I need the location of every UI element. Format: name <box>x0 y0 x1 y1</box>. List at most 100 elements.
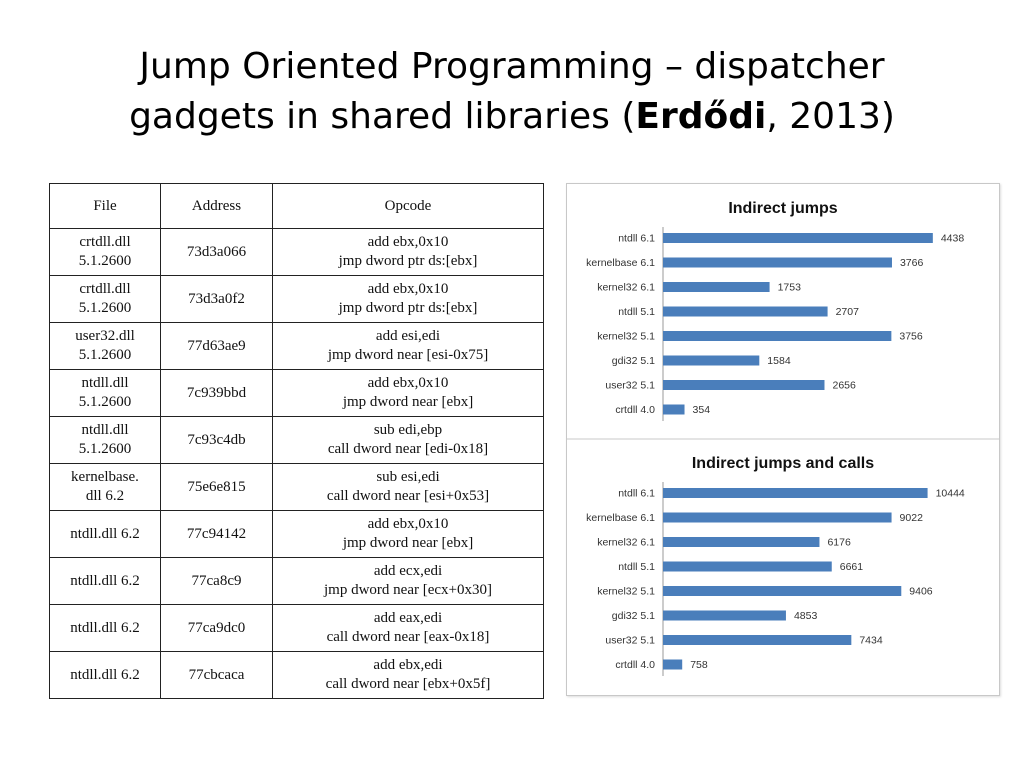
table-header-row: File Address Opcode <box>49 183 544 229</box>
table-row: ntdll.dll 5.1.2600 7c939bbd add ebx,0x10 jmp… <box>49 369 544 417</box>
data-label: 9022 <box>900 512 924 524</box>
header-opcode: Opcode <box>272 183 544 229</box>
cell-file-line: user32.dll <box>75 328 135 344</box>
cell-address: 7c93c4db <box>160 416 273 464</box>
data-label: 6661 <box>840 561 864 573</box>
cell-file: user32.dll 5.1.2600 <box>49 322 161 370</box>
bar <box>663 659 683 670</box>
cell-opcode-line: add ebx,0x10 <box>367 234 449 250</box>
cell-file: ntdll.dll 6.2 <box>49 510 161 558</box>
bar-charts: Indirect jumps ntdll 6.1 4438 kernelbase 6.… <box>567 200 999 676</box>
category-label: user32 5.1 <box>605 635 655 647</box>
cell-opcode-line: sub edi,ebp <box>373 422 443 438</box>
data-label: 1584 <box>767 355 791 367</box>
data-label: 6176 <box>827 537 851 549</box>
cell-opcode-line: sub esi,edi <box>376 469 440 485</box>
cell-opcode-line: add ecx,edi <box>373 563 443 579</box>
table-row: ntdll.dll 6.2 77ca8c9 add ecx,edi jmp dword… <box>49 557 544 605</box>
cell-opcode: add ebx,0x10 jmp dword near [ebx] <box>272 510 544 558</box>
table-row: ntdll.dll 5.1.2600 7c93c4db sub edi,ebp call… <box>49 416 544 464</box>
bar <box>663 537 820 547</box>
chart-title: Indirect jumps <box>728 200 837 217</box>
cell-address: 73d3a0f2 <box>160 275 273 323</box>
cell-opcode-line: jmp dword near [ebx] <box>342 394 474 410</box>
cell-address: 75e6e815 <box>160 463 273 511</box>
header-address: Address <box>160 183 273 229</box>
table-row: kernelbase. dll 6.2 75e6e815 sub esi,edi cal… <box>49 463 544 511</box>
cell-opcode-line: add ebx,0x10 <box>367 516 449 532</box>
bar <box>663 586 902 596</box>
category-label: gdi32 5.1 <box>612 355 655 367</box>
bar <box>663 233 933 243</box>
cell-file-line: kernelbase. <box>71 469 139 485</box>
cell-file: ntdll.dll 5.1.2600 <box>49 416 161 464</box>
cell-opcode-line: call dword near [edi-0x18] <box>327 441 489 457</box>
data-label: 10444 <box>936 488 965 500</box>
cell-opcode-line: jmp dword near [ecx+0x30] <box>324 582 492 598</box>
cell-address: 77c94142 <box>160 510 273 558</box>
cell-opcode-line: jmp dword near [esi-0x75] <box>327 347 489 363</box>
cell-address: 77ca9dc0 <box>160 604 273 652</box>
table-row: ntdll.dll 6.2 77c94142 add ebx,0x10 jmp dwo… <box>49 510 544 558</box>
bar <box>663 380 825 390</box>
header-file: File <box>49 183 161 229</box>
cell-file-line: crtdll.dll <box>79 234 131 250</box>
cell-opcode: add eax,edi call dword near [eax-0x18] <box>272 604 544 652</box>
cell-file-line: 5.1.2600 <box>78 253 132 269</box>
cell-file-line: ntdll.dll 6.2 <box>70 525 140 542</box>
table-row: user32.dll 5.1.2600 77d63ae9 add esi,edi jmp… <box>49 322 544 370</box>
category-label: ntdll 6.1 <box>618 488 655 500</box>
cell-opcode: add ebx,0x10 jmp dword near [ebx] <box>272 369 544 417</box>
chart-title: Indirect jumps and calls <box>692 455 874 472</box>
cell-opcode: add ebx,0x10 jmp dword ptr ds:[ebx] <box>272 275 544 323</box>
data-label: 3756 <box>899 331 923 343</box>
title-line-2-pre: gadgets in shared libraries ( <box>129 96 636 137</box>
category-label: ntdll 6.1 <box>618 233 655 245</box>
cell-address: 73d3a066 <box>160 228 273 276</box>
cell-address: 77cbcaca <box>160 651 273 699</box>
bar <box>663 512 892 523</box>
cell-opcode-line: call dword near [esi+0x53] <box>326 488 490 504</box>
title-author: Erdődi <box>635 96 767 137</box>
cell-file-line: ntdll.dll <box>81 422 129 438</box>
cell-file-line: ntdll.dll <box>81 375 129 391</box>
cell-file: kernelbase. dll 6.2 <box>49 463 161 511</box>
category-label: user32 5.1 <box>605 380 655 392</box>
cell-opcode-line: add ebx,0x10 <box>367 375 449 391</box>
cell-opcode-line: call dword near [eax-0x18] <box>326 629 490 645</box>
bar <box>663 282 770 292</box>
data-label: 4438 <box>941 233 965 245</box>
cell-opcode-line: jmp dword ptr ds:[ebx] <box>338 253 478 269</box>
title-line-1: Jump Oriented Programming – dispatcher <box>139 46 885 87</box>
table-row: crtdll.dll 5.1.2600 73d3a0f2 add ebx,0x10 jm… <box>49 275 544 323</box>
cell-opcode-line: call dword near [ebx+0x5f] <box>325 676 491 692</box>
cell-opcode-line: add ebx,edi <box>373 657 443 673</box>
data-label: 7434 <box>859 635 883 647</box>
gadget-table: File Address Opcode crtdll.dll 5.1.2600 73… <box>49 183 544 699</box>
data-label: 2656 <box>832 380 856 392</box>
cell-opcode-line: add eax,edi <box>373 610 443 626</box>
charts-panel: Indirect jumps ntdll 6.1 4438 kernelbase 6.… <box>566 183 1000 696</box>
category-label: kernel32 5.1 <box>597 586 655 598</box>
bar <box>663 610 786 621</box>
cell-opcode: sub esi,edi call dword near [esi+0x53] <box>272 463 544 511</box>
cell-file: ntdll.dll 6.2 <box>49 651 161 699</box>
cell-opcode: add esi,edi jmp dword near [esi-0x75] <box>272 322 544 370</box>
cell-file: crtdll.dll 5.1.2600 <box>49 228 161 276</box>
category-label: kernelbase 6.1 <box>586 257 655 269</box>
bar <box>663 561 832 572</box>
category-label: crtdll 4.0 <box>615 404 655 416</box>
data-label: 354 <box>693 404 711 416</box>
category-label: kernel32 6.1 <box>597 537 655 549</box>
slide-title: Jump Oriented Programming – dispatcher g… <box>0 42 1024 142</box>
cell-file: ntdll.dll 5.1.2600 <box>49 369 161 417</box>
cell-address: 7c939bbd <box>160 369 273 417</box>
data-label: 2707 <box>836 306 860 318</box>
title-line-2: gadgets in shared libraries (Erdődi, 201… <box>0 92 1024 142</box>
cell-file-line: ntdll.dll 6.2 <box>70 572 140 589</box>
table-row: ntdll.dll 6.2 77ca9dc0 add eax,edi call dwo… <box>49 604 544 652</box>
cell-opcode-line: jmp dword near [ebx] <box>342 535 474 551</box>
category-label: ntdll 5.1 <box>618 306 655 318</box>
cell-opcode-line: add ebx,0x10 <box>367 281 449 297</box>
bar <box>663 404 685 415</box>
